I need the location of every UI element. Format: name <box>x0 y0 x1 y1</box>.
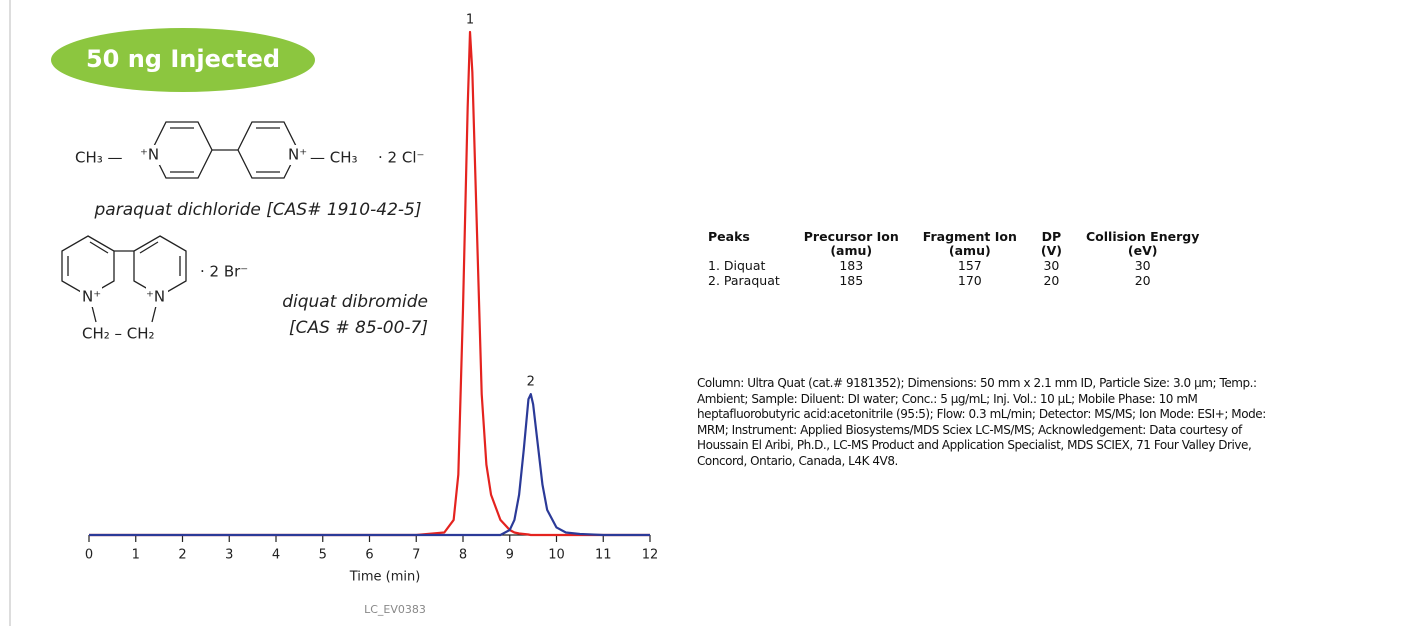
x-tick-label: 11 <box>595 548 612 563</box>
unit-cell: (eV) <box>1127 243 1158 258</box>
structure-label: ⁺N <box>146 288 165 306</box>
header-cell: DP <box>1041 229 1062 244</box>
diquat-structure <box>61 235 187 323</box>
structure-label: CH₃ — <box>75 149 123 167</box>
compound-name: paraquat dichloride [CAS# 1910-42-5] <box>94 200 422 220</box>
conditions-table: Peaks Precursor Ion Fragment Ion DP Coll… <box>696 230 1211 289</box>
table-cell: 185 <box>839 273 864 288</box>
label-bg <box>80 287 102 307</box>
x-axis-label: Time (min) <box>349 570 421 585</box>
structure-label: N⁺ <box>82 288 101 306</box>
table-cell: 170 <box>957 273 982 288</box>
header-cell: Collision Energy <box>1086 229 1200 244</box>
peak-label: 2 <box>527 375 535 390</box>
compound-name: diquat dibromide <box>282 292 428 312</box>
table-cell: 20 <box>1134 273 1151 288</box>
table-cell: 183 <box>839 258 864 273</box>
x-tick-label: 3 <box>225 548 233 563</box>
unit-cell: (amu) <box>948 243 991 258</box>
structure-label: CH₂ – CH₂ <box>82 325 155 343</box>
badge-text: 50 ng Injected <box>86 45 280 73</box>
ring <box>151 121 213 179</box>
table-cell: 30 <box>1043 258 1060 273</box>
x-tick-label: 6 <box>365 548 373 563</box>
series-line <box>89 393 650 537</box>
table-body: 1. Diquat 183 157 30 30 2. Paraquat 185 170 20 20 <box>696 258 1211 288</box>
bond <box>151 305 157 323</box>
table-cell: 30 <box>1134 258 1151 273</box>
table-cell: 157 <box>957 258 982 273</box>
table-cell: 20 <box>1043 273 1060 288</box>
x-tick-label: 10 <box>548 548 565 563</box>
x-tick-label: 8 <box>459 548 467 563</box>
unit-cell <box>696 244 792 258</box>
header-cell: Fragment Ion <box>922 229 1017 244</box>
structure-label: N⁺ <box>288 146 307 164</box>
table-cell: 2. Paraquat <box>708 273 780 288</box>
peak-label: 1 <box>466 13 474 28</box>
conditions-text: Column: Ultra Quat (cat.# 9181352); Dime… <box>697 376 1266 468</box>
label-bg <box>286 145 308 165</box>
bond <box>91 305 97 323</box>
table-row: 1. Diquat 183 157 30 30 <box>696 258 1211 273</box>
header-cell: Precursor Ion <box>803 229 899 244</box>
structure-label: · 2 Cl⁻ <box>378 149 424 167</box>
header-row: Peaks Precursor Ion Fragment Ion DP Coll… <box>696 230 1211 244</box>
x-tick-label: 9 <box>506 548 514 563</box>
unit-cell: (amu) <box>830 243 873 258</box>
series-line <box>89 30 650 537</box>
header-cell: Peaks <box>708 229 750 244</box>
label-bg <box>146 287 168 307</box>
table-cell: 1. Diquat <box>708 258 766 273</box>
structure-label: — CH₃ <box>310 149 358 167</box>
diquat-labels: N⁺ ⁺N · 2 Br⁻ CH₂ – CH₂ <box>80 263 248 343</box>
structure-label: ⁺N <box>140 146 159 164</box>
x-tick-label: 7 <box>412 548 420 563</box>
x-tick-label: 1 <box>132 548 140 563</box>
x-tick-label: 0 <box>85 548 93 563</box>
structure-label: · 2 Br⁻ <box>200 263 248 281</box>
badge <box>51 28 315 92</box>
bond <box>89 241 109 254</box>
x-tick-label: 2 <box>178 548 186 563</box>
unit-row: (amu) (amu) (V) (eV) <box>696 244 1211 258</box>
paraquat-structure <box>151 121 299 179</box>
x-tick-label: 12 <box>642 548 659 563</box>
figure-id: LC_EV0383 <box>364 603 426 616</box>
x-tick-label: 5 <box>319 548 327 563</box>
bond <box>139 241 159 254</box>
x-tick-label: 4 <box>272 548 280 563</box>
unit-cell: (V) <box>1040 243 1062 258</box>
compound-name: [CAS # 85-00-7] <box>289 318 428 338</box>
label-bg <box>138 145 160 165</box>
table-row: 2. Paraquat 185 170 20 20 <box>696 273 1211 288</box>
paraquat-labels: CH₃ — ⁺N N⁺ — CH₃ · 2 Cl⁻ <box>75 145 424 167</box>
